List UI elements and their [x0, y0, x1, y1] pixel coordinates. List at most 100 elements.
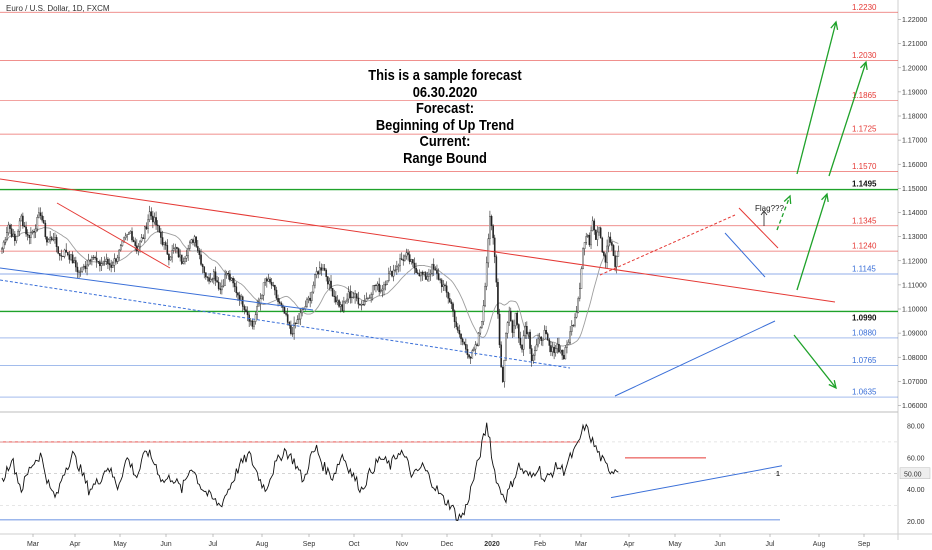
candle-body — [365, 298, 368, 302]
candle-body — [188, 242, 191, 249]
candle-body — [7, 224, 10, 233]
forecast-arrow-head — [828, 380, 837, 390]
candle-body — [421, 271, 424, 275]
candle-body — [200, 254, 202, 265]
candle-body — [371, 285, 374, 295]
candle-body — [111, 265, 114, 268]
candle-body — [428, 274, 430, 277]
candle-body — [176, 247, 178, 249]
candle-body — [474, 344, 477, 350]
level-label: 1.0765 — [852, 356, 877, 365]
candle-body — [254, 314, 257, 322]
osc-value-label: 50.00 — [904, 471, 922, 478]
time-tick-label: Jun — [714, 541, 725, 548]
candle-body — [18, 220, 21, 232]
candle-body — [546, 333, 549, 341]
candle-body — [404, 255, 406, 261]
candle-body — [116, 257, 119, 262]
candle-body — [160, 232, 162, 238]
candle-body — [363, 301, 366, 305]
candle-body — [280, 302, 283, 306]
candle-body — [378, 283, 380, 293]
candle-body — [147, 219, 149, 229]
candle-body — [315, 271, 318, 275]
candle-body — [582, 248, 584, 270]
candle-body — [484, 285, 486, 306]
candle-body — [36, 217, 39, 230]
candle-body — [267, 278, 270, 282]
candle-body — [323, 267, 326, 271]
forecast-line: Forecast: — [415, 100, 475, 117]
candle-body — [325, 269, 328, 277]
candle-body — [9, 224, 11, 229]
candle-body — [468, 354, 470, 358]
candle-body — [171, 250, 173, 258]
candle-body — [511, 320, 514, 333]
candle-body — [328, 280, 331, 285]
candle-body — [572, 324, 575, 326]
candle-body — [205, 272, 207, 278]
candle-body — [391, 270, 393, 277]
candle-body — [495, 256, 498, 283]
candle-body — [554, 348, 557, 354]
candle-body — [514, 312, 517, 327]
osc-value-badge — [899, 467, 931, 479]
candle-body — [384, 284, 387, 286]
candle-body — [479, 327, 482, 334]
level-label: 1.2030 — [852, 51, 877, 60]
candle-body — [543, 330, 546, 340]
candle-body — [94, 257, 96, 259]
candle-body — [62, 255, 64, 257]
candle-body — [617, 251, 620, 257]
candle-body — [359, 303, 361, 306]
price-tick-label: 1.20000 — [902, 65, 927, 72]
candle-body — [156, 224, 159, 226]
price-tick-label: 1.19000 — [902, 89, 927, 96]
candle-body — [79, 271, 82, 273]
candle-body — [413, 262, 416, 269]
candle-body — [20, 215, 23, 222]
time-tick-label: Sep — [303, 541, 316, 548]
candle-body — [397, 265, 400, 268]
candle-body — [235, 286, 238, 294]
price-tick-label: 1.22000 — [902, 17, 927, 24]
candle-body — [341, 304, 344, 311]
candle-body — [416, 272, 419, 274]
candle-body — [70, 254, 72, 260]
candle-body — [17, 231, 19, 237]
flag-lower-line — [724, 232, 766, 278]
rising-support-line — [614, 320, 776, 397]
candle-body — [426, 276, 429, 280]
candle-body — [294, 322, 297, 324]
candle-body — [209, 279, 212, 282]
candle-body — [258, 303, 260, 307]
candle-body — [277, 298, 279, 302]
forecast-arrow-head — [783, 194, 792, 205]
candle-body — [105, 258, 108, 262]
candle-body — [201, 264, 204, 267]
candle-body — [290, 325, 292, 334]
level-label: 1.1495 — [852, 180, 877, 189]
price-tick-label: 1.07000 — [902, 379, 927, 386]
candle-body — [540, 337, 543, 341]
time-tick-label: Mar — [575, 541, 588, 548]
candle-body — [567, 341, 570, 345]
candle-body — [407, 252, 409, 255]
candle-body — [71, 254, 74, 264]
candle-body — [429, 273, 432, 275]
candle-body — [42, 220, 45, 224]
candle-body — [583, 242, 586, 249]
candle-body — [203, 266, 206, 273]
candle-body — [22, 215, 24, 226]
forecast-line: Current: — [419, 133, 471, 150]
osc-tick-label: 60.00 — [907, 455, 925, 462]
candle-body — [367, 298, 369, 300]
candle-body — [310, 291, 313, 301]
time-tick-label: Nov — [396, 541, 409, 548]
candle-body — [566, 344, 568, 348]
candle-body — [148, 211, 151, 220]
candle-body — [482, 305, 485, 322]
candle-body — [132, 239, 135, 242]
